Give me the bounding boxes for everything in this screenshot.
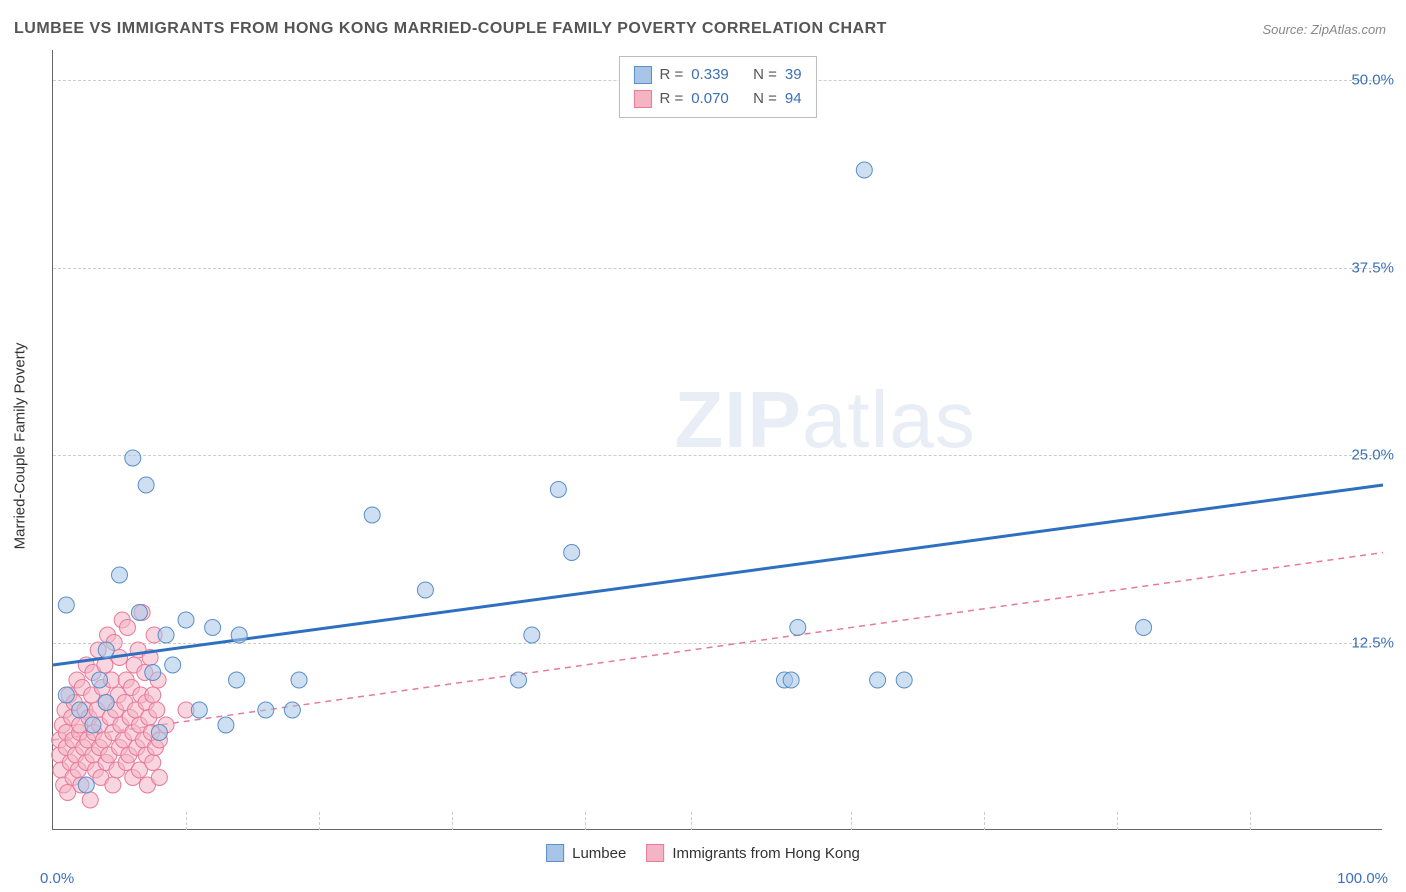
data-point bbox=[145, 755, 161, 771]
data-point bbox=[151, 770, 167, 786]
data-point bbox=[72, 702, 88, 718]
y-axis-label: Married-Couple Family Poverty bbox=[12, 343, 29, 550]
legend-row-hongkong: R = 0.070 N = 94 bbox=[633, 87, 801, 111]
data-point bbox=[92, 672, 108, 688]
data-point bbox=[417, 582, 433, 598]
data-point bbox=[178, 612, 194, 628]
data-point bbox=[138, 477, 154, 493]
data-point bbox=[158, 627, 174, 643]
data-point bbox=[218, 717, 234, 733]
r-label-2: R = bbox=[659, 87, 683, 111]
data-point bbox=[564, 545, 580, 561]
data-point bbox=[524, 627, 540, 643]
data-point bbox=[78, 777, 94, 793]
data-point bbox=[896, 672, 912, 688]
data-point bbox=[98, 695, 114, 711]
swatch-hongkong bbox=[633, 90, 651, 108]
data-point bbox=[229, 672, 245, 688]
r-value-hongkong: 0.070 bbox=[691, 87, 729, 111]
data-point bbox=[790, 620, 806, 636]
plot-area: ZIPatlas R = 0.339 N = 39 R = 0.070 N = … bbox=[52, 50, 1382, 830]
data-point bbox=[191, 702, 207, 718]
swatch-hongkong-bottom bbox=[646, 844, 664, 862]
data-point bbox=[258, 702, 274, 718]
r-label: R = bbox=[659, 63, 683, 87]
data-point bbox=[58, 687, 74, 703]
swatch-lumbee bbox=[633, 66, 651, 84]
x-origin-label: 0.0% bbox=[40, 870, 74, 887]
data-point bbox=[125, 450, 141, 466]
r-value-lumbee: 0.339 bbox=[691, 63, 729, 87]
chart-container: LUMBEE VS IMMIGRANTS FROM HONG KONG MARR… bbox=[0, 0, 1406, 892]
n-value-lumbee: 39 bbox=[785, 63, 802, 87]
legend-label-lumbee: Lumbee bbox=[572, 845, 626, 862]
chart-title: LUMBEE VS IMMIGRANTS FROM HONG KONG MARR… bbox=[14, 20, 887, 38]
n-value-hongkong: 94 bbox=[785, 87, 802, 111]
data-point bbox=[58, 597, 74, 613]
data-point bbox=[364, 507, 380, 523]
x-max-label: 100.0% bbox=[1337, 870, 1388, 887]
trend-line bbox=[53, 485, 1383, 665]
data-point bbox=[856, 162, 872, 178]
y-tick-label: 37.5% bbox=[1351, 259, 1394, 276]
data-point bbox=[119, 620, 135, 636]
data-point bbox=[205, 620, 221, 636]
data-point bbox=[149, 702, 165, 718]
plot-svg bbox=[53, 50, 1382, 829]
legend-item-hongkong: Immigrants from Hong Kong bbox=[646, 844, 860, 862]
data-point bbox=[231, 627, 247, 643]
y-tick-label: 25.0% bbox=[1351, 447, 1394, 464]
source-label: Source: ZipAtlas.com bbox=[1262, 22, 1386, 37]
n-label-2: N = bbox=[753, 87, 777, 111]
data-point bbox=[511, 672, 527, 688]
y-tick-label: 12.5% bbox=[1351, 634, 1394, 651]
data-point bbox=[1136, 620, 1152, 636]
data-point bbox=[291, 672, 307, 688]
data-point bbox=[131, 605, 147, 621]
legend-label-hongkong: Immigrants from Hong Kong bbox=[672, 845, 860, 862]
data-point bbox=[165, 657, 181, 673]
data-point bbox=[105, 777, 121, 793]
data-point bbox=[145, 687, 161, 703]
data-point bbox=[85, 717, 101, 733]
legend-item-lumbee: Lumbee bbox=[546, 844, 626, 862]
series-legend: Lumbee Immigrants from Hong Kong bbox=[546, 844, 860, 862]
data-point bbox=[783, 672, 799, 688]
data-point bbox=[151, 725, 167, 741]
data-point bbox=[284, 702, 300, 718]
data-point bbox=[145, 665, 161, 681]
trend-line bbox=[53, 553, 1383, 741]
swatch-lumbee-bottom bbox=[546, 844, 564, 862]
data-point bbox=[98, 642, 114, 658]
data-point bbox=[82, 792, 98, 808]
data-point bbox=[870, 672, 886, 688]
y-tick-label: 50.0% bbox=[1351, 72, 1394, 89]
correlation-legend: R = 0.339 N = 39 R = 0.070 N = 94 bbox=[618, 56, 816, 118]
legend-row-lumbee: R = 0.339 N = 39 bbox=[633, 63, 801, 87]
n-label: N = bbox=[753, 63, 777, 87]
data-point bbox=[112, 567, 128, 583]
data-point bbox=[550, 482, 566, 498]
